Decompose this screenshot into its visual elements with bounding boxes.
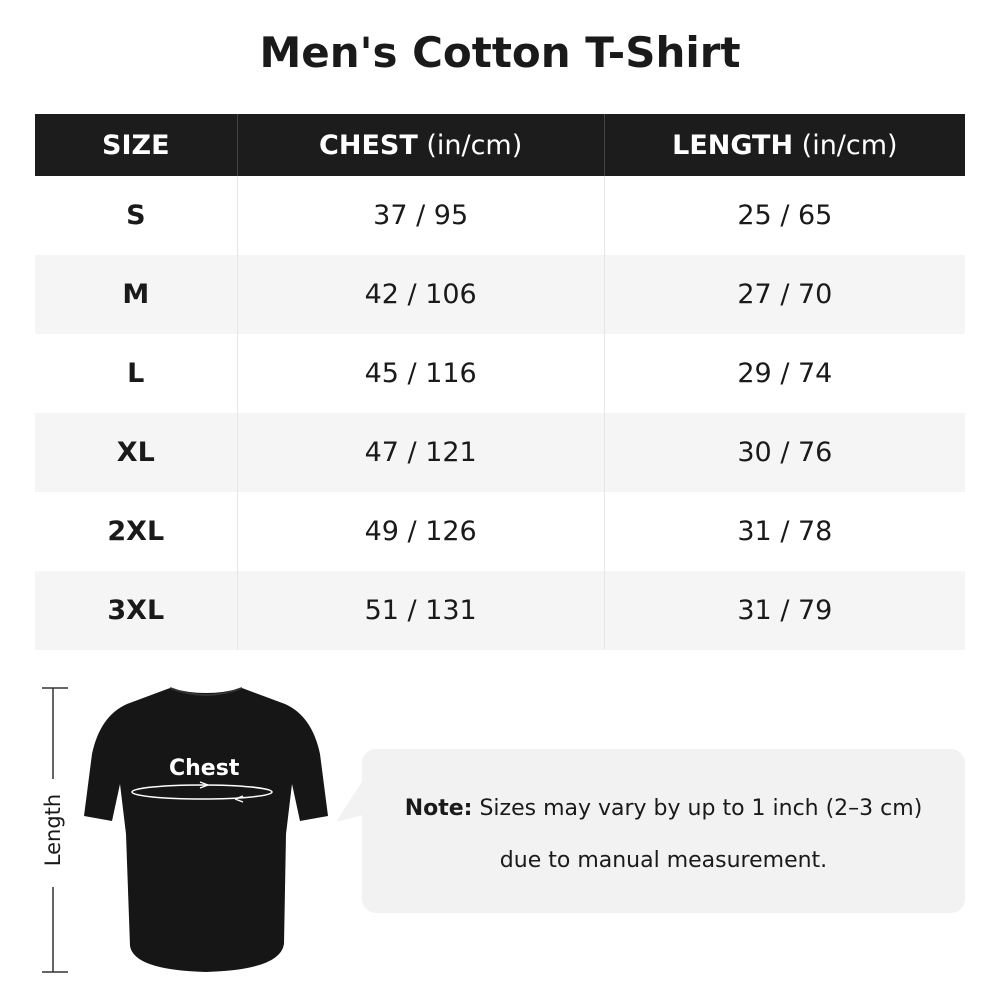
cell-size: XL: [35, 413, 238, 492]
header-label: SIZE: [102, 129, 170, 161]
header-chest: CHEST (in/cm): [236, 114, 605, 176]
cell-length: 31 / 79: [603, 571, 965, 650]
tshirt-image: [84, 687, 328, 972]
cell-length: 29 / 74: [603, 334, 965, 413]
length-measure-line: [42, 687, 68, 973]
header-length: LENGTH (in/cm): [603, 114, 965, 176]
header-size: SIZE: [35, 114, 238, 176]
page-title: Men's Cotton T-Shirt: [259, 28, 741, 77]
cell-size: 2XL: [107, 516, 165, 547]
cell-size: 3XL: [35, 571, 238, 650]
cell-length: 25 / 65: [603, 176, 965, 255]
header-unit: (in/cm): [793, 129, 898, 161]
note-line-1: Note: Sizes may vary by up to 1 inch (2–…: [362, 796, 965, 821]
note-text: Sizes may vary by up to 1 inch (2–3 cm): [472, 796, 923, 821]
header-label: LENGTH: [672, 129, 794, 161]
cell-length: 30 / 76: [603, 413, 965, 492]
note-line-2: due to manual measurement.: [499, 848, 828, 873]
cell-size: L: [127, 358, 145, 389]
cell-chest: 45 / 116: [236, 334, 605, 413]
speech-bubble-tail: [336, 780, 363, 822]
table-row: 2XL 49 / 126 31 / 78: [35, 492, 965, 571]
chest-label: Chest: [169, 756, 240, 781]
length-label: Length: [41, 793, 65, 867]
header-label: CHEST: [319, 129, 418, 161]
table-row: XL 47 / 121 30 / 76: [35, 413, 965, 492]
cell-chest: 37 / 95: [236, 176, 605, 255]
cell-size: M: [35, 255, 238, 334]
cell-length: 31 / 78: [603, 492, 965, 571]
cell-chest: 42 / 106: [236, 255, 605, 334]
table-row: L 45 / 116 29 / 74: [35, 334, 965, 413]
table-row: M 42 / 106 27 / 70: [35, 255, 965, 334]
size-chart-table: SIZE CHEST (in/cm) LENGTH (in/cm) S 37 / …: [35, 114, 965, 650]
cell-size: S: [126, 200, 146, 231]
cell-length: 27 / 70: [603, 255, 965, 334]
cell-chest: 49 / 126: [236, 492, 605, 571]
header-unit: (in/cm): [417, 129, 523, 161]
cell-chest: 51 / 131: [236, 571, 605, 650]
table-row: S 37 / 95 25 / 65: [35, 176, 965, 255]
table-header-row: SIZE CHEST (in/cm) LENGTH (in/cm): [35, 114, 965, 176]
table-row: 3XL 51 / 131 31 / 79: [35, 571, 965, 650]
note-prefix: Note:: [404, 796, 473, 821]
cell-chest: 47 / 121: [236, 413, 605, 492]
note-bubble: Note: Sizes may vary by up to 1 inch (2–…: [362, 749, 965, 913]
